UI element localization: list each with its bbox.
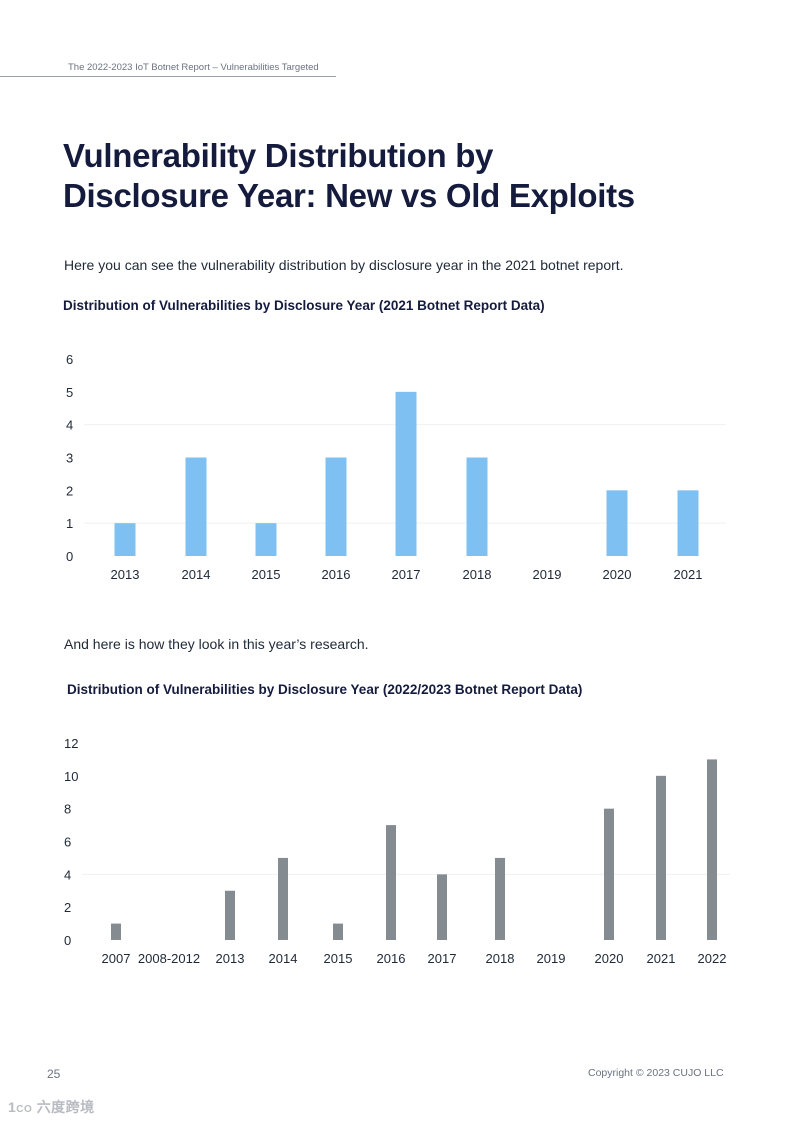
bar-2015 [255, 523, 277, 556]
x-tick-label-2015: 2015 [324, 951, 353, 966]
bar-2016 [325, 457, 347, 556]
bar-2017 [395, 391, 417, 556]
bar-2021 [656, 775, 666, 940]
x-tick-label-2019: 2019 [537, 951, 566, 966]
y-tick-label: 10 [64, 769, 78, 784]
x-tick-label-2013: 2013 [111, 567, 140, 582]
page-title-line-2: Disclosure Year: New vs Old Exploits [63, 177, 635, 214]
x-tick-label-2018: 2018 [486, 951, 515, 966]
x-tick-label-2021: 2021 [674, 567, 703, 582]
y-tick-label: 4 [66, 418, 73, 433]
x-tick-label-2022: 2022 [698, 951, 727, 966]
y-tick-label: 12 [64, 736, 78, 751]
bar-2017 [437, 874, 447, 940]
x-tick-label-2015: 2015 [252, 567, 281, 582]
watermark-text: 六度跨境 [36, 1099, 95, 1115]
bar-2018 [495, 857, 505, 940]
y-tick-label: 6 [66, 352, 73, 367]
bar-2007 [111, 923, 121, 940]
x-tick-label-2014: 2014 [182, 567, 211, 582]
watermark-logo: 1CO 六度跨境 [8, 1099, 95, 1115]
bar-2021 [677, 490, 699, 556]
chart-2022-2023-bar-chart: 0 2 4 6 8 10 12 2007 2008-2012 2013 2014 2015 2016 20… [64, 736, 730, 966]
x-tick-label-2008-2012: 2008-2012 [138, 951, 200, 966]
x-tick-label-2016: 2016 [377, 951, 406, 966]
y-tick-label: 2 [66, 483, 73, 498]
page-title: Vulnerability Distribution by Disclosure… [63, 136, 743, 216]
bar-2013 [114, 523, 136, 556]
chart-1-title: Distribution of Vulnerabilities by Discl… [63, 298, 545, 313]
x-tick-label-2018: 2018 [463, 567, 492, 582]
page-number: 25 [47, 1067, 61, 1081]
y-tick-label: 5 [66, 385, 73, 400]
x-tick-label-2017: 2017 [392, 567, 421, 582]
y-tick-label: 6 [64, 835, 71, 850]
y-tick-label: 3 [66, 451, 73, 466]
x-tick-label-2017: 2017 [428, 951, 457, 966]
chart-2021-bar-chart: 0 1 2 3 4 5 6 2013 2014 2015 2016 2017 2018 2019 2020 2… [66, 352, 726, 582]
x-tick-label-2007: 2007 [102, 951, 131, 966]
x-tick-label-2014: 2014 [269, 951, 298, 966]
y-tick-label: 1 [66, 516, 73, 531]
x-tick-label-2016: 2016 [322, 567, 351, 582]
x-tick-label-2021: 2021 [647, 951, 676, 966]
x-tick-label-2020: 2020 [603, 567, 632, 582]
bar-2014 [278, 857, 288, 940]
intro-paragraph: Here you can see the vulnerability distr… [64, 257, 624, 273]
y-tick-label: 8 [64, 802, 71, 817]
x-tick-label-2019: 2019 [533, 567, 562, 582]
chart-2-title: Distribution of Vulnerabilities by Discl… [67, 682, 583, 697]
header-rule [0, 76, 336, 77]
page-title-line-1: Vulnerability Distribution by [63, 137, 494, 174]
x-tick-label-2020: 2020 [595, 951, 624, 966]
bar-2016 [386, 825, 396, 940]
bar-2013 [225, 890, 235, 940]
bar-2014 [185, 457, 207, 556]
bar-2018 [466, 457, 488, 556]
running-header: The 2022-2023 IoT Botnet Report – Vulner… [68, 62, 319, 73]
bar-2015 [333, 923, 343, 940]
y-tick-label: 2 [64, 900, 71, 915]
y-tick-label: 0 [66, 549, 73, 564]
y-tick-label: 0 [64, 933, 71, 948]
bar-2020 [606, 490, 628, 556]
y-tick-label: 4 [64, 867, 71, 882]
copyright: Copyright © 2023 CUJO LLC [588, 1067, 724, 1079]
bar-2022 [707, 759, 717, 940]
bar-2020 [604, 808, 614, 940]
transition-paragraph: And here is how they look in this year’s… [64, 636, 369, 652]
x-tick-label-2013: 2013 [216, 951, 245, 966]
